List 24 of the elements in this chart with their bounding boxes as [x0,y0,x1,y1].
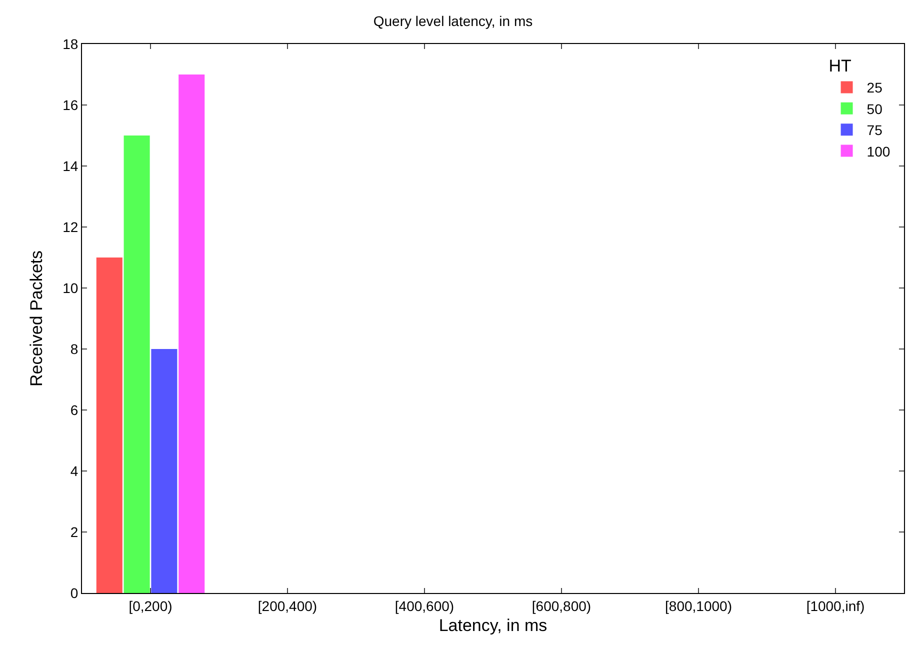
x-tick-label: [1000,inf) [806,598,865,614]
legend-label: 100 [866,143,890,160]
legend-title: HT [828,56,852,76]
y-tick-label: 12 [62,218,78,235]
y-tick-label: 16 [62,96,78,113]
x-tick-label: [400,600) [394,598,454,614]
y-tick-label: 10 [62,280,78,296]
x-axis-title: Latency, in ms [438,616,548,636]
legend-label: 50 [866,100,883,117]
y-tick-label: 8 [70,340,78,357]
x-tick-label: [600,800) [532,598,592,614]
legend-label: 25 [866,80,883,96]
y-tick-label: 6 [70,402,78,418]
y-tick-label: 2 [70,524,78,540]
chart-title: Query level latency, in ms [373,13,533,30]
x-tick-label: [200,400) [258,598,318,614]
y-axis-title: Received Packets [27,250,46,387]
y-tick-label: 14 [62,158,78,174]
y-tick-label: 4 [70,462,78,479]
y-tick-label: 18 [62,36,78,52]
y-tick-label: 0 [70,584,78,601]
x-tick-label: [0,200) [128,598,172,614]
x-tick-label: [800,1000) [665,598,732,614]
legend-label: 75 [866,122,883,138]
